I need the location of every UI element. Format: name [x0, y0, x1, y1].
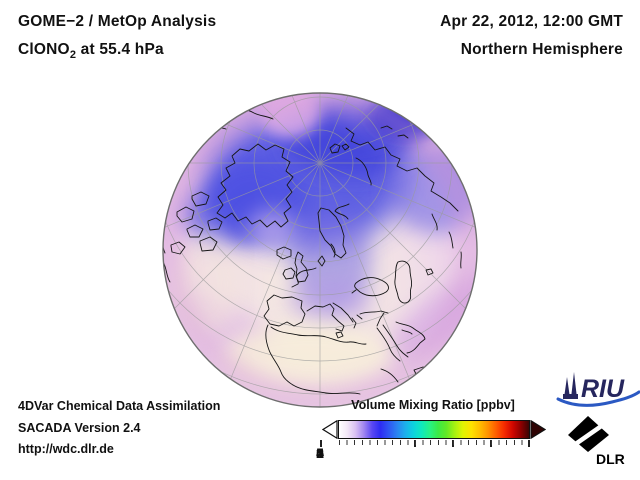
dlr-wordmark: DLR — [596, 451, 625, 467]
colorbar-tick-label: 0 — [316, 445, 324, 461]
assimilation-label: 4DVar Chemical Data Assimilation — [18, 399, 221, 413]
riu-swoosh — [556, 390, 640, 407]
clono2-field — [163, 93, 477, 407]
colorbar-gradient — [338, 420, 530, 439]
product-title: GOME−2 / MetOp Analysis — [18, 13, 217, 30]
species-subscript: 2 — [69, 49, 77, 62]
colorbar-major-tick — [320, 440, 322, 447]
version-label: SACADA Version 2.4 — [18, 420, 141, 435]
colorbar-tick-label: 4 — [316, 445, 324, 461]
coastlines — [163, 108, 462, 395]
colorbar-tick-label: 2 — [316, 445, 324, 461]
dlr-emblem-icon — [565, 416, 612, 452]
hemisphere-label: Northern Hemisphere — [460, 41, 623, 58]
cathedral-icon — [563, 372, 578, 399]
colorbar-left-arrow-icon — [322, 420, 338, 439]
globe-rim — [162, 92, 478, 408]
colorbar-bar — [322, 420, 546, 439]
colorbar: Volume Mixing Ratio [ppbv] 0 1 2 3 4 5 — [316, 395, 546, 465]
header-right: Apr 22, 2012, 12:00 GMT Northern Hemisph… — [440, 8, 623, 64]
species-level-label: ClONO2 at 55.4 hPa — [18, 41, 164, 62]
datetime-label: Apr 22, 2012, 12:00 GMT — [440, 13, 623, 30]
riu-logo: RIU — [556, 372, 640, 407]
colorbar-tick-label: 3 — [316, 445, 324, 461]
colorbar-minor-ticks — [339, 440, 529, 445]
url-label: http://wdc.dlr.de — [18, 442, 114, 456]
footer-credits: 4DVar Chemical Data Assimilation SACADA … — [18, 396, 220, 461]
colorbar-tick-label: 5 — [316, 445, 324, 461]
header-left: GOME−2 / MetOp Analysis ClONO2 at 55.4 h… — [18, 8, 216, 69]
dlr-logo: DLR — [565, 416, 625, 467]
riu-wordmark: RIU — [581, 375, 625, 403]
colorbar-title: Volume Mixing Ratio [ppbv] — [351, 398, 515, 412]
colorbar-right-arrow-icon — [530, 420, 546, 439]
colorbar-tick-label: 1 — [316, 445, 324, 461]
